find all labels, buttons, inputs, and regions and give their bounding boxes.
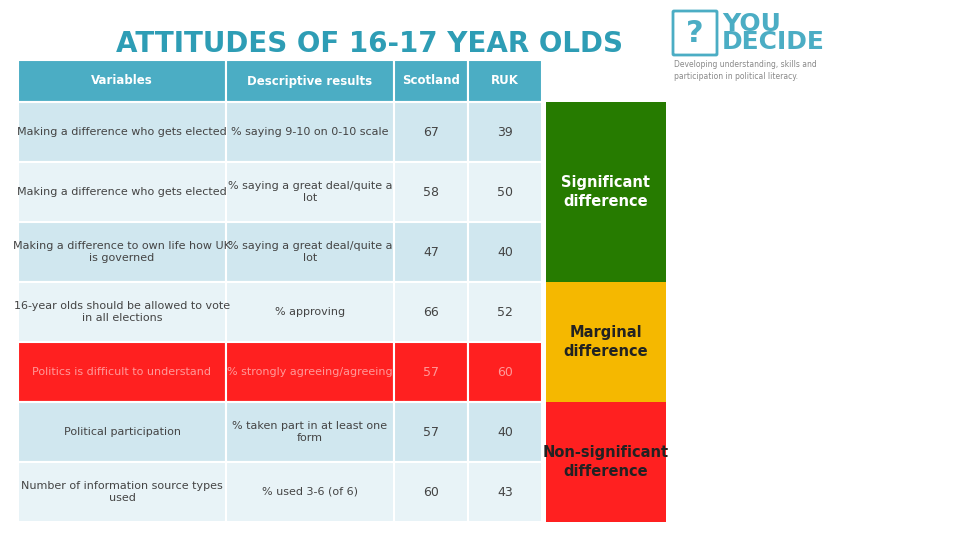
Bar [468,462,542,522]
Text: % taken part in at least one
form: % taken part in at least one form [232,421,388,443]
Text: YOU: YOU [722,12,780,36]
Bar [468,282,542,342]
Text: 57: 57 [423,426,439,438]
Bar [226,102,394,162]
Text: Variables: Variables [91,75,153,87]
Bar [468,402,542,462]
Bar [546,102,666,282]
Text: DECIDE: DECIDE [722,30,825,54]
Bar [468,60,542,102]
Bar [18,60,226,102]
Text: 60: 60 [423,485,439,498]
Text: % approving: % approving [275,307,345,317]
Bar [226,462,394,522]
Text: 57: 57 [423,366,439,379]
Bar [226,342,394,402]
Bar [394,342,468,402]
Text: 16-year olds should be allowed to vote
in all elections: 16-year olds should be allowed to vote i… [14,301,230,323]
Text: Descriptive results: Descriptive results [248,75,372,87]
Bar [394,162,468,222]
Bar [226,402,394,462]
Bar [226,162,394,222]
Text: % saying 9-10 on 0-10 scale: % saying 9-10 on 0-10 scale [231,127,389,137]
Bar [394,462,468,522]
Bar [18,282,226,342]
Bar [546,282,666,402]
Text: Politics is difficult to understand: Politics is difficult to understand [33,367,211,377]
Bar [394,60,468,102]
Text: % saying a great deal/quite a
lot: % saying a great deal/quite a lot [228,241,393,263]
Bar [468,102,542,162]
Text: 40: 40 [497,246,513,259]
Text: Making a difference who gets elected: Making a difference who gets elected [17,127,227,137]
Bar [18,102,226,162]
Bar [18,402,226,462]
Bar [18,462,226,522]
Text: 66: 66 [423,306,439,319]
Text: Making a difference to own life how UK
is governed: Making a difference to own life how UK i… [13,241,231,263]
Text: 40: 40 [497,426,513,438]
Text: Developing understanding, skills and
participation in political literacy.: Developing understanding, skills and par… [674,60,817,81]
Bar [226,222,394,282]
Text: Number of information source types
used: Number of information source types used [21,481,223,503]
Bar [468,342,542,402]
Bar [394,402,468,462]
Text: RUK: RUK [492,75,519,87]
Text: 50: 50 [497,186,513,199]
Text: % saying a great deal/quite a
lot: % saying a great deal/quite a lot [228,181,393,203]
Bar [546,402,666,522]
Bar [394,102,468,162]
Bar [468,222,542,282]
Text: 60: 60 [497,366,513,379]
Text: 52: 52 [497,306,513,319]
Bar [394,222,468,282]
Text: 39: 39 [497,125,513,138]
Bar [394,282,468,342]
Bar [226,60,394,102]
Text: Marginal
difference: Marginal difference [564,325,648,359]
Bar [18,342,226,402]
Text: 43: 43 [497,485,513,498]
Text: ATTITUDES OF 16-17 YEAR OLDS: ATTITUDES OF 16-17 YEAR OLDS [116,30,623,58]
Text: Political participation: Political participation [63,427,180,437]
Text: Significant
difference: Significant difference [562,175,651,209]
Text: Scotland: Scotland [402,75,460,87]
Text: % strongly agreeing/agreeing: % strongly agreeing/agreeing [228,367,393,377]
FancyBboxPatch shape [673,11,717,55]
Text: 67: 67 [423,125,439,138]
Bar [468,162,542,222]
Text: 58: 58 [423,186,439,199]
Text: 47: 47 [423,246,439,259]
Text: Non-significant
difference: Non-significant difference [543,445,669,479]
Bar [18,222,226,282]
Text: ?: ? [686,18,704,48]
Bar [226,282,394,342]
Bar [18,162,226,222]
Text: Making a difference who gets elected: Making a difference who gets elected [17,187,227,197]
Text: % used 3-6 (of 6): % used 3-6 (of 6) [262,487,358,497]
